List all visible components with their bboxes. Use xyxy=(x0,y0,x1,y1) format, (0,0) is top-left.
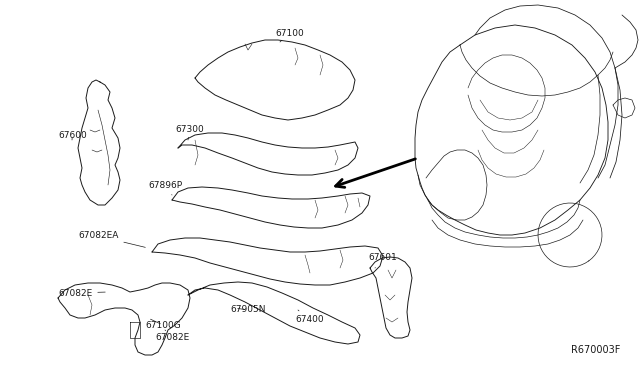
Text: R670003F: R670003F xyxy=(571,345,620,355)
Text: 67600: 67600 xyxy=(58,131,87,140)
Text: 67300: 67300 xyxy=(175,125,204,140)
Text: 67100G: 67100G xyxy=(145,319,180,330)
Text: 67896P: 67896P xyxy=(148,180,182,195)
Text: 67400: 67400 xyxy=(295,310,324,324)
Text: 67905N: 67905N xyxy=(230,305,266,314)
Text: 67601: 67601 xyxy=(368,253,397,268)
Text: 67082E: 67082E xyxy=(58,289,105,298)
Text: 67100: 67100 xyxy=(275,29,304,42)
Text: 67082EA: 67082EA xyxy=(78,231,145,247)
Text: 67082E: 67082E xyxy=(155,330,189,343)
